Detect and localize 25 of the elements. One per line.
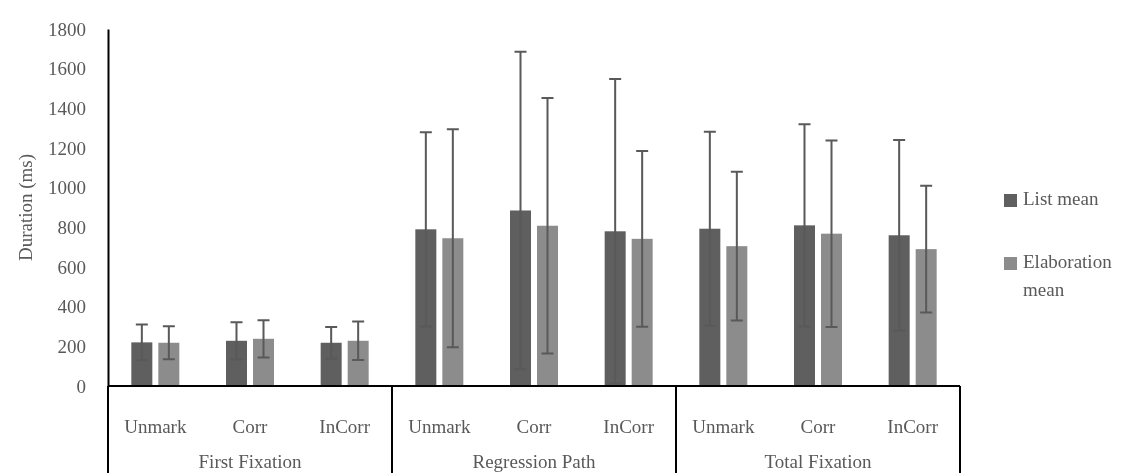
y-tick-label: 1800	[48, 18, 86, 40]
y-tick-label: 200	[57, 335, 86, 357]
y-tick-label: 1000	[48, 177, 86, 199]
x-tick-label: Corr	[232, 416, 269, 437]
y-tick-label: 1400	[48, 97, 86, 119]
x-tick-label: Corr	[516, 416, 553, 437]
x-tick-label: Unmark	[692, 416, 755, 437]
y-axis-title: Duration (ms)	[15, 153, 37, 262]
y-tick-label: 1200	[48, 137, 86, 159]
x-tick-label: Unmark	[408, 416, 471, 437]
text: First Fixation	[198, 451, 302, 472]
x-tick-label: InCorr	[603, 416, 655, 437]
text: Total Fixation	[764, 451, 872, 472]
y-tick-label: 400	[57, 296, 86, 318]
y-tick-label: 600	[57, 256, 86, 278]
y-tick-label: 0	[76, 375, 86, 397]
legend-label: List mean	[1023, 188, 1099, 209]
x-tick-label: Corr	[800, 416, 837, 437]
x-tick-label: InCorr	[887, 416, 939, 437]
text: Regression Path	[472, 451, 596, 472]
y-tick-label: 1600	[48, 58, 86, 80]
x-tick-label: Unmark	[124, 416, 187, 437]
x-tick-label: InCorr	[319, 416, 371, 437]
legend-label: Elaboration mean	[1023, 251, 1113, 300]
y-tick-label: 800	[57, 216, 86, 238]
